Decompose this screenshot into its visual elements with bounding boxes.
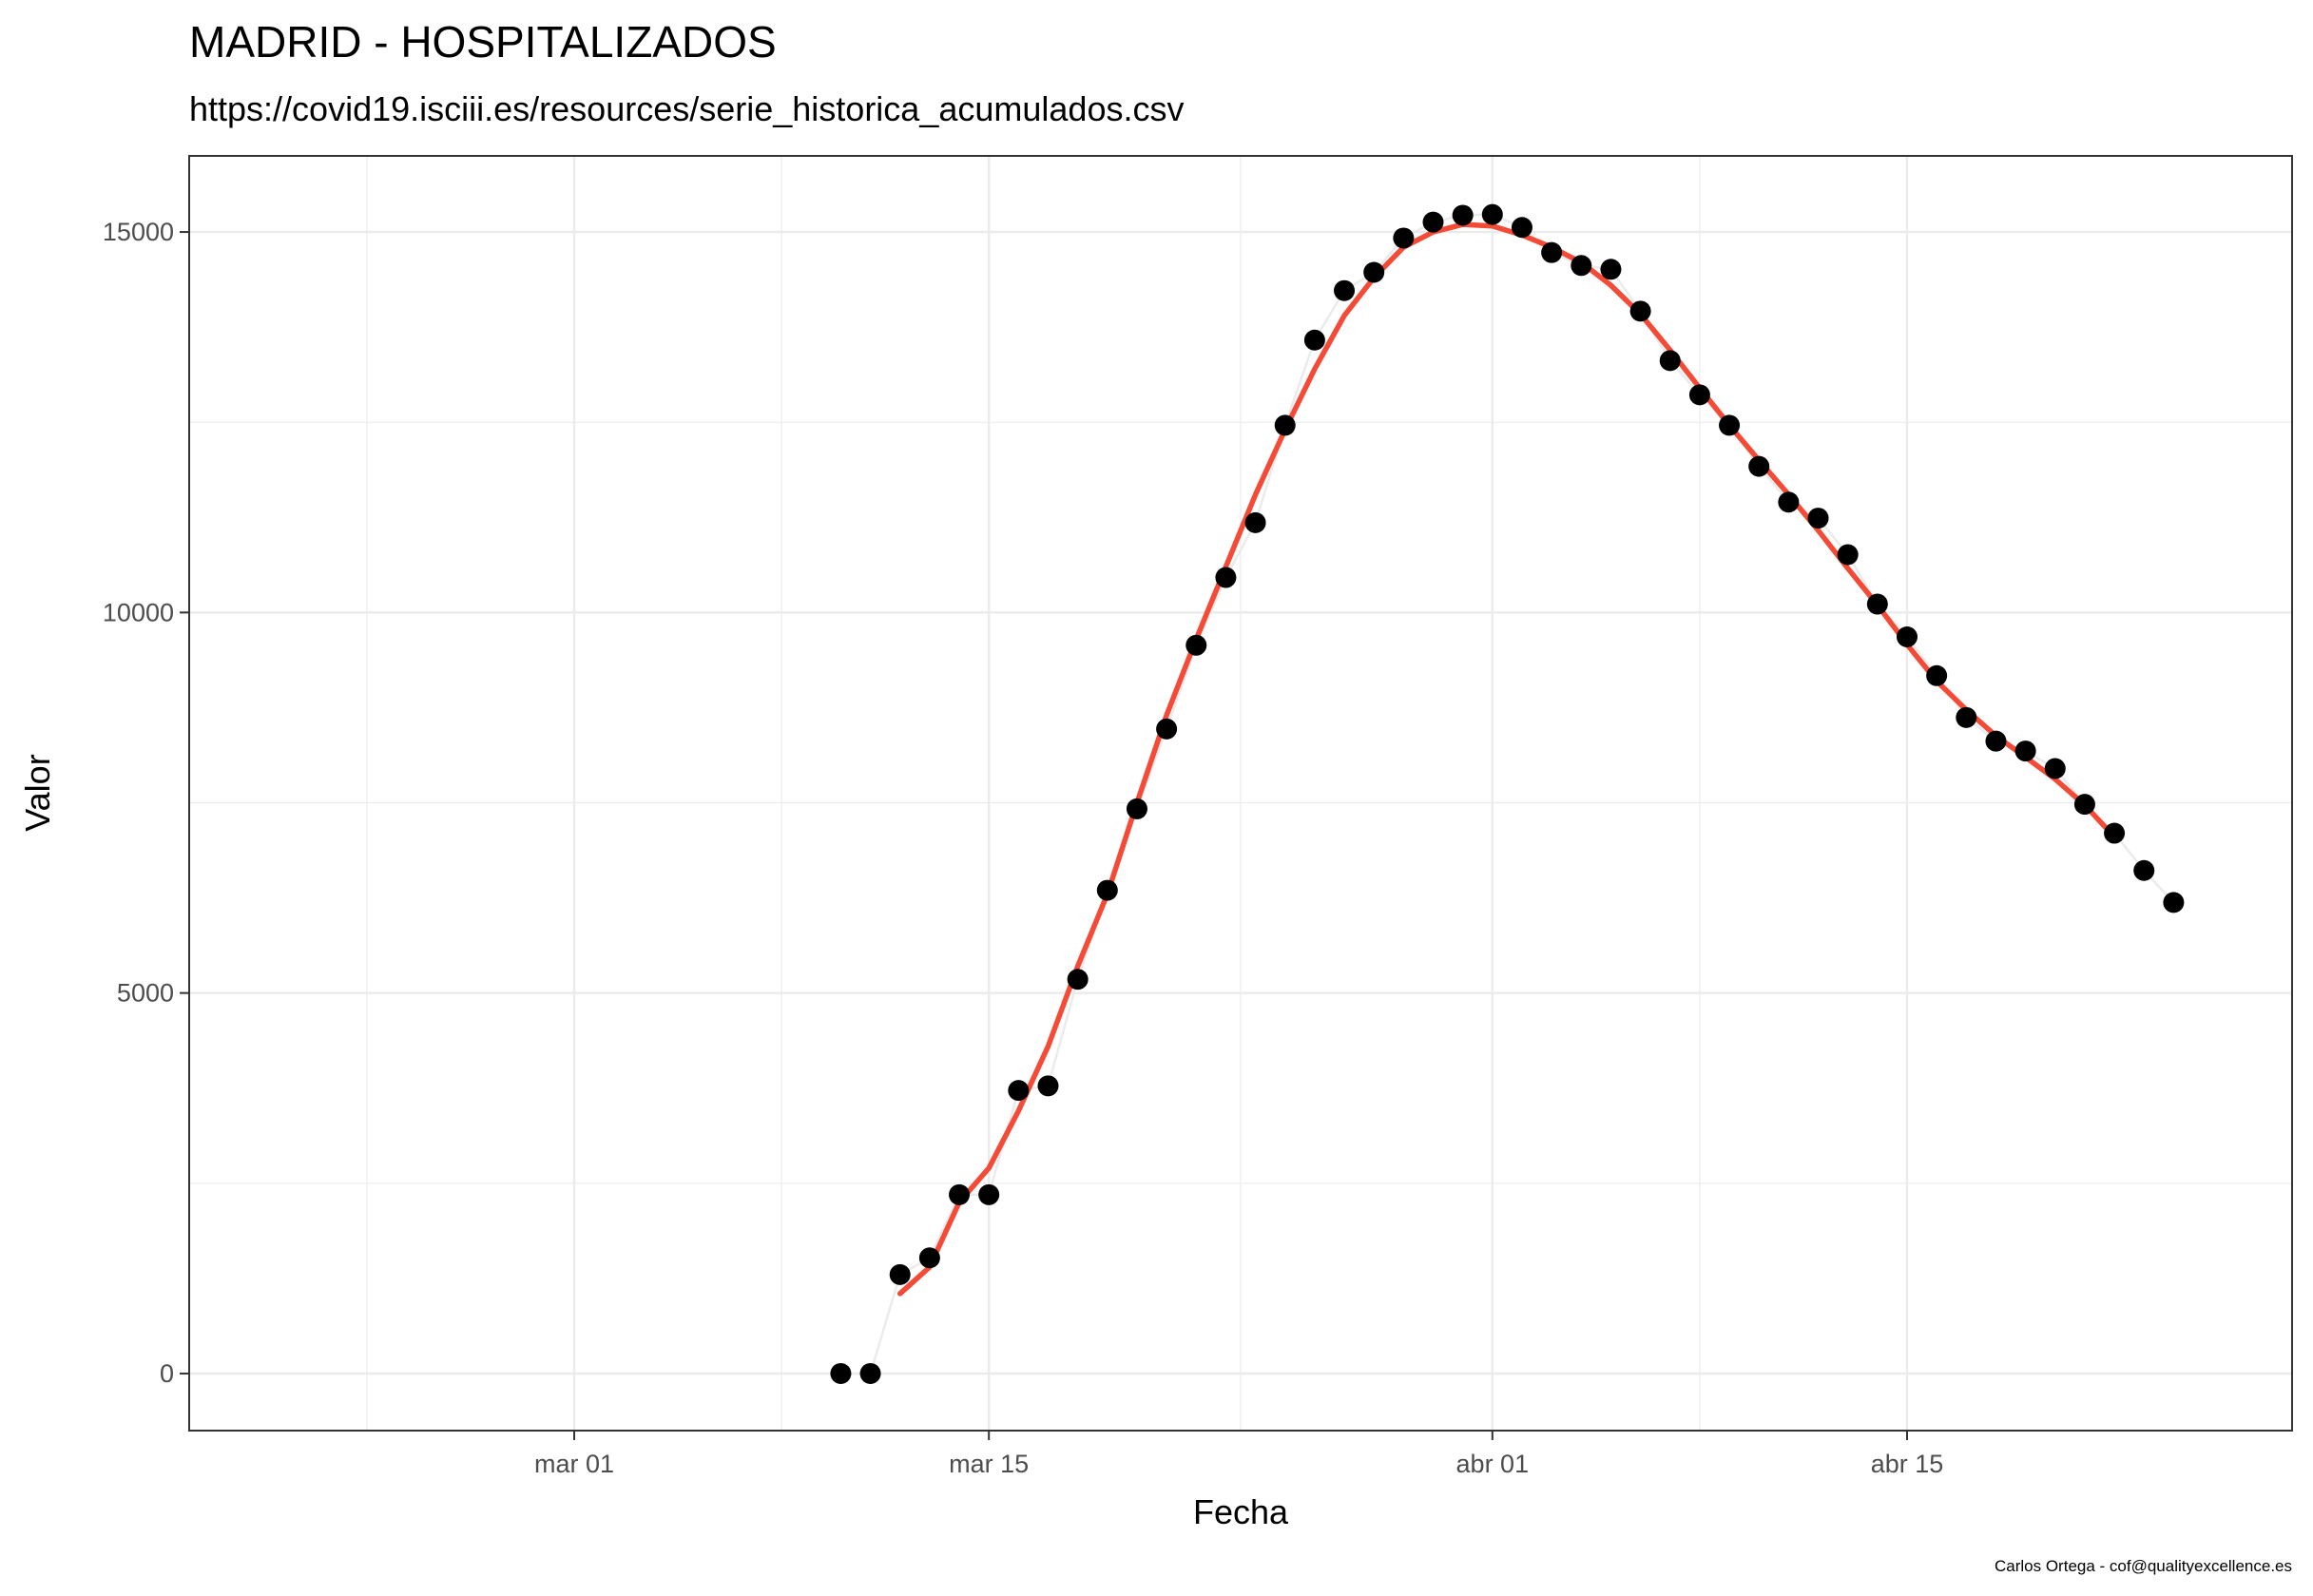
data-point	[1926, 664, 1948, 686]
x-axis-title: Fecha	[1193, 1492, 1289, 1531]
chart-title: MADRID - HOSPITALIZADOS	[189, 17, 777, 67]
x-tick-label: mar 01	[534, 1450, 614, 1478]
y-tick-label: 5000	[117, 979, 174, 1008]
data-point	[1837, 544, 1859, 566]
x-tick-label: abr 01	[1456, 1450, 1530, 1478]
y-axis-ticks: 0 5000 10000 15000	[103, 218, 189, 1388]
y-tick-label: 15000	[103, 218, 174, 246]
x-tick-label: abr 15	[1871, 1450, 1944, 1478]
plot-panel	[188, 155, 2293, 1432]
data-point	[1215, 567, 1237, 588]
data-point	[1067, 969, 1089, 990]
data-point	[949, 1183, 971, 1205]
data-point	[1481, 203, 1503, 225]
data-point	[1274, 414, 1296, 436]
data-point	[830, 1362, 852, 1384]
data-point	[1422, 211, 1444, 233]
x-axis-ticks: mar 01 mar 15 abr 01 abr 15	[534, 1431, 1943, 1478]
data-point	[1126, 798, 1147, 819]
data-point	[1452, 204, 1474, 226]
data-point	[2044, 758, 2066, 779]
data-points	[830, 203, 2185, 1384]
data-point	[1629, 300, 1651, 322]
data-point	[1956, 706, 1977, 728]
smoothed-trend-line	[896, 221, 2117, 1297]
data-point	[1866, 593, 1888, 615]
major-gridlines	[189, 156, 2292, 1431]
data-point	[1985, 730, 2007, 752]
data-point	[1393, 227, 1415, 249]
data-point	[1008, 1080, 1030, 1102]
data-point	[1096, 879, 1118, 901]
data-point	[2104, 822, 2126, 844]
data-point	[889, 1263, 911, 1285]
data-point	[1511, 217, 1532, 239]
data-point	[1659, 350, 1681, 372]
y-axis-title: Valor	[18, 754, 57, 831]
data-point	[1896, 625, 1918, 647]
data-point	[1600, 259, 1622, 280]
x-tick-label: mar 15	[949, 1450, 1029, 1478]
data-point	[1334, 279, 1356, 301]
data-point	[1185, 634, 1207, 656]
data-point	[1719, 414, 1741, 436]
chart-caption: Carlos Ortega - cof@qualityexcellence.es	[1995, 1557, 2292, 1575]
data-point	[1303, 329, 1325, 351]
data-point	[1156, 718, 1178, 740]
data-point	[1807, 508, 1829, 529]
data-point	[1688, 384, 1710, 406]
data-point	[2163, 892, 2185, 913]
data-point	[1571, 255, 1592, 277]
data-point	[859, 1362, 881, 1384]
data-point	[1037, 1075, 1059, 1097]
data-point	[1748, 455, 1770, 477]
data-point	[1244, 511, 1266, 533]
data-point	[918, 1247, 940, 1269]
data-point	[1541, 241, 1563, 263]
smooth-curve	[896, 221, 2117, 1297]
data-point	[1778, 491, 1800, 513]
data-point	[978, 1183, 1000, 1205]
data-point	[2133, 859, 2155, 881]
minor-gridlines	[189, 156, 2292, 1431]
y-tick-label: 0	[160, 1359, 174, 1388]
y-tick-label: 10000	[103, 598, 174, 626]
data-point	[1363, 261, 1385, 283]
data-point	[2014, 740, 2036, 762]
data-point	[2073, 794, 2095, 816]
chart-subtitle: https://covid19.isciii.es/resources/seri…	[189, 89, 1184, 128]
